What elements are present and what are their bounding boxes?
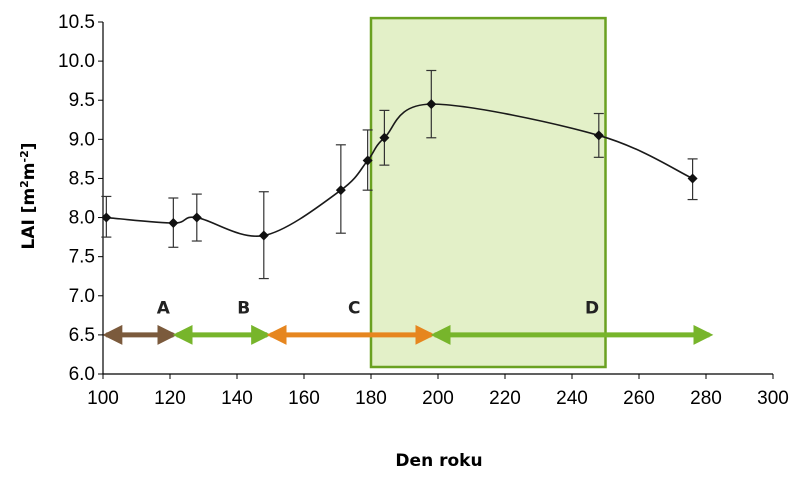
y-axis-title-sup1: 2 <box>18 180 31 188</box>
phase-label-a: A <box>157 299 171 319</box>
y-axis-title: LAI [m2m-2] <box>18 142 40 249</box>
y-tick-labels: 6.0 6.5 7.0 7.5 8.0 8.5 9.0 9.5 10.0 10.5 <box>58 12 95 385</box>
y-tick-label: 9.0 <box>69 129 95 150</box>
x-tick-label: 220 <box>489 388 521 409</box>
y-tick-label: 10.5 <box>58 12 95 33</box>
lai-curve <box>106 103 693 237</box>
y-tick-label: 10.0 <box>58 51 95 72</box>
data-point <box>379 132 390 143</box>
x-tick-labels: 100 120 140 160 180 200 220 240 260 280 300 <box>87 388 789 409</box>
data-point <box>258 230 269 241</box>
x-tick-label: 180 <box>355 388 387 409</box>
x-tick-label: 100 <box>87 388 119 409</box>
phase-arrows: A B C D <box>102 299 714 345</box>
x-axis-title: Den roku <box>395 451 482 471</box>
highlight-region <box>369 16 607 369</box>
y-tick-label: 7.0 <box>69 286 95 307</box>
data-point <box>362 155 373 166</box>
x-tick-label: 200 <box>422 388 454 409</box>
y-axis-title-sup2: -2 <box>18 150 31 162</box>
y-axis-title-mid: m <box>19 162 39 180</box>
phase-label-d: D <box>585 299 599 319</box>
data-points <box>101 99 698 241</box>
data-point <box>687 173 698 184</box>
data-point <box>426 99 437 110</box>
x-tick-label: 140 <box>221 388 253 409</box>
y-tick-label: 9.5 <box>69 90 95 111</box>
y-tick-label: 7.5 <box>69 247 95 268</box>
x-tick-label: 160 <box>288 388 320 409</box>
axes <box>98 21 774 379</box>
x-tick-label: 120 <box>154 388 186 409</box>
x-tick-label: 260 <box>623 388 655 409</box>
data-point <box>335 185 346 196</box>
y-tick-label: 6.0 <box>69 364 95 385</box>
data-point <box>593 130 604 141</box>
y-tick-label: 8.0 <box>69 208 95 229</box>
phase-label-c: C <box>348 299 360 319</box>
data-point <box>101 212 112 223</box>
phase-label-b: B <box>237 299 250 319</box>
y-axis-title-base: LAI [m <box>19 188 39 250</box>
x-tick-label: 300 <box>757 388 789 409</box>
x-tick-label: 240 <box>556 388 588 409</box>
data-point <box>168 218 179 229</box>
y-tick-label: 8.5 <box>69 168 95 189</box>
data-point <box>191 212 202 223</box>
y-axis-title-end: ] <box>19 142 39 150</box>
x-tick-label: 280 <box>690 388 722 409</box>
y-tick-label: 6.5 <box>69 325 95 346</box>
